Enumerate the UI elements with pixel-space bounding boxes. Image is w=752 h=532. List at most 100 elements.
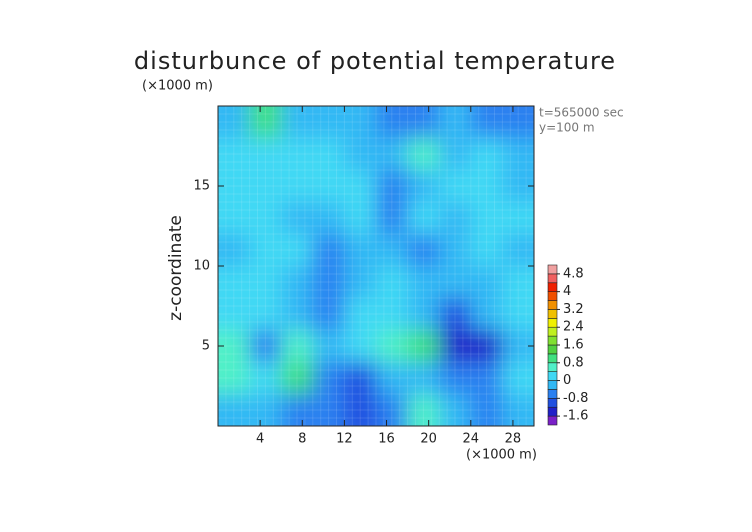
field-cells: [218, 106, 534, 426]
field-cell: [439, 234, 471, 266]
colorbar-label: -0.8: [563, 391, 588, 406]
field-cell: [407, 394, 440, 426]
field-cell: [249, 362, 282, 394]
field-cell: [249, 106, 282, 138]
colorbar-box: [547, 344, 558, 355]
field-cell: [249, 394, 282, 426]
x-unit-label: (×1000 m): [466, 448, 537, 463]
field-cell: [407, 266, 440, 298]
field-cell: [502, 266, 534, 298]
field-cell: [218, 106, 250, 138]
x-tick-label: 12: [336, 432, 353, 447]
field-cell: [439, 138, 471, 170]
field-cell: [312, 266, 345, 298]
field-cell: [281, 106, 313, 138]
field-cell: [281, 330, 313, 362]
field-cell: [376, 330, 408, 362]
field-cell: [470, 394, 503, 426]
colorbar-label: 1.6: [563, 338, 584, 353]
field-cell: [344, 298, 376, 330]
field-cell: [312, 170, 345, 202]
field-cell: [344, 170, 376, 202]
field-cell: [344, 138, 376, 170]
field-cell: [312, 298, 345, 330]
colorbar-box: [547, 264, 558, 275]
field-cell: [312, 138, 345, 170]
field-cell: [376, 298, 408, 330]
field-cell: [439, 330, 471, 362]
field: [218, 106, 534, 426]
colorbar-box: [547, 282, 558, 292]
field-cell: [502, 202, 534, 234]
field-cell: [218, 202, 250, 234]
field-cell: [376, 234, 408, 266]
field-cell: [376, 170, 408, 202]
field-cell: [312, 330, 345, 362]
field-cell: [439, 298, 471, 330]
colorbar-label: 4: [563, 284, 571, 299]
colorbar-box: [547, 291, 558, 301]
field-cell: [502, 394, 534, 426]
field-cell: [312, 202, 345, 234]
x-tick-label: 4: [256, 432, 264, 447]
field-cell: [502, 106, 534, 138]
x-tick-label: 20: [420, 432, 437, 447]
colorbar-box: [547, 309, 558, 319]
x-tick-label: 8: [298, 432, 306, 447]
field-cell: [281, 266, 313, 298]
field-cell: [344, 330, 376, 362]
colorbar-box: [547, 300, 558, 310]
field-cell: [218, 362, 250, 394]
colorbar-label: 0.8: [563, 355, 584, 370]
field-cell: [344, 234, 376, 266]
field-cell: [376, 266, 408, 298]
colorbar-box: [547, 318, 558, 328]
field-cell: [439, 394, 471, 426]
y-axis-label: z-coordinate: [166, 215, 186, 321]
field-cell: [376, 202, 408, 234]
field-cell: [249, 266, 282, 298]
colorbar-box: [547, 273, 558, 284]
y-tick-label: 5: [202, 339, 210, 354]
field-cell: [312, 234, 345, 266]
field-cell: [249, 170, 282, 202]
field-cell: [407, 106, 440, 138]
annotation: y=100 m: [539, 121, 595, 135]
field-cell: [281, 138, 313, 170]
field-cell: [470, 106, 503, 138]
field-cell: [376, 138, 408, 170]
x-tick-label: 24: [463, 432, 480, 447]
field-cell: [344, 202, 376, 234]
field-cell: [281, 394, 313, 426]
x-tick-label: 16: [378, 432, 395, 447]
field-cell: [218, 138, 250, 170]
field-cell: [470, 234, 503, 266]
field-cell: [470, 202, 503, 234]
field-cell: [407, 202, 440, 234]
colorbar-box: [547, 362, 558, 372]
field-cell: [249, 330, 282, 362]
field-cell: [218, 266, 250, 298]
field-cell: [344, 266, 376, 298]
field-cell: [218, 394, 250, 426]
field-cell: [407, 170, 440, 202]
field-cell: [470, 138, 503, 170]
field-cell: [344, 362, 376, 394]
field-cell: [407, 138, 440, 170]
field-cell: [281, 362, 313, 394]
field-cell: [281, 202, 313, 234]
field-cell: [502, 362, 534, 394]
field-cell: [439, 266, 471, 298]
field-cell: [470, 362, 503, 394]
field-cell: [249, 298, 282, 330]
field-cell: [312, 362, 345, 394]
colorbar-box: [547, 353, 558, 364]
colorbar-label: 4.8: [563, 266, 584, 281]
field-cell: [249, 234, 282, 266]
field-cell: [218, 234, 250, 266]
colorbar-box: [547, 389, 558, 399]
field-cell: [407, 234, 440, 266]
colorbar-label: 3.2: [563, 302, 584, 317]
field-cell: [439, 106, 471, 138]
